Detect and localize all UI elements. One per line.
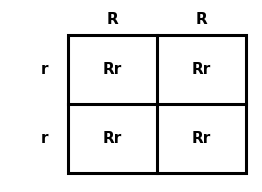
Text: R: R <box>107 12 118 27</box>
Text: Rr: Rr <box>103 62 122 77</box>
Text: r: r <box>41 131 48 146</box>
Text: Rr: Rr <box>192 131 211 146</box>
Bar <box>68 35 246 173</box>
Text: r: r <box>41 62 48 77</box>
Text: R: R <box>196 12 208 27</box>
Text: Rr: Rr <box>103 131 122 146</box>
Text: Rr: Rr <box>192 62 211 77</box>
